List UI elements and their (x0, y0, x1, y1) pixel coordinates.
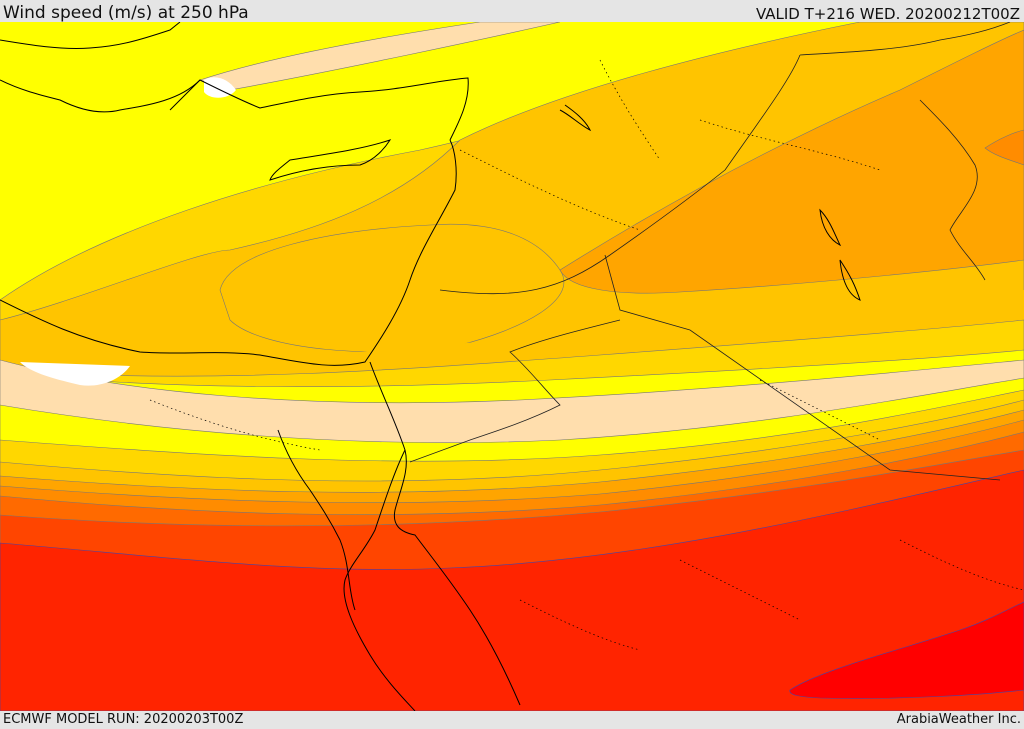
header-bar: Wind speed (m/s) at 250 hPa VALID T+216 … (0, 0, 1024, 23)
wind-speed-map (0, 22, 1024, 711)
brand-label: ArabiaWeather Inc. (896, 712, 1021, 727)
band-peach-top (199, 22, 561, 91)
band-orange-spot (984, 129, 1024, 166)
band-white-mid (20, 362, 130, 386)
valid-time: VALID T+216 WED. 20200212T00Z (755, 5, 1020, 23)
coastlines (0, 22, 861, 711)
band-white-top (204, 77, 236, 98)
band-orange-light (559, 29, 1024, 294)
admin-borders (149, 59, 1024, 651)
country-borders (409, 22, 1011, 481)
model-run: ECMWF MODEL RUN: 20200203T00Z (3, 712, 244, 727)
map-title: Wind speed (m/s) at 250 hPa (3, 3, 249, 23)
band-red (0, 469, 1024, 711)
footer-bar: ECMWF MODEL RUN: 20200203T00Z ArabiaWeat… (0, 711, 1024, 729)
band-deep-red (789, 601, 1024, 699)
